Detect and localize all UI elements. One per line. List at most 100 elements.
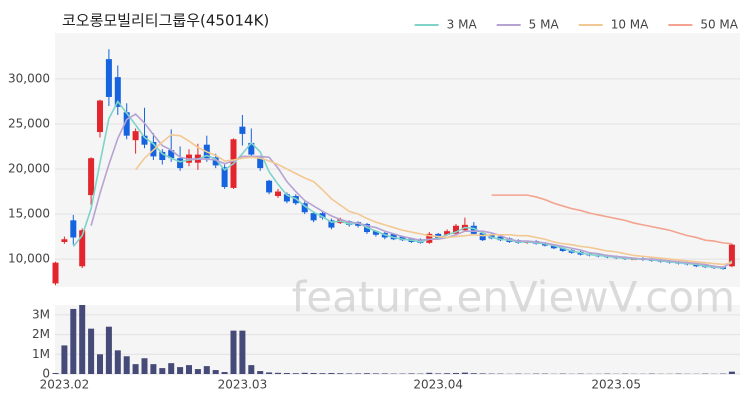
volume-bar <box>266 372 273 374</box>
volume-tick-label: 2M <box>32 327 50 341</box>
volume-bar <box>221 372 228 374</box>
volume-bar <box>364 373 370 374</box>
volume-bar <box>114 350 121 374</box>
candle-body <box>390 233 397 240</box>
volume-bar <box>159 368 166 374</box>
candle-body <box>355 222 362 226</box>
candle-body <box>283 194 290 202</box>
volume-bar <box>186 365 192 374</box>
y-tick-label: 10,000 <box>8 252 50 266</box>
volume-bar <box>88 328 95 374</box>
volume-bar <box>194 369 201 374</box>
candle-body <box>275 191 281 197</box>
volume-bar <box>337 373 344 374</box>
candle-body <box>426 233 433 243</box>
volume-tick-label: 1M <box>32 347 50 361</box>
volume-bar <box>105 326 112 374</box>
volume-bar <box>70 308 77 374</box>
candle-body <box>372 231 379 235</box>
volume-bar <box>461 372 468 374</box>
y-tick-label: 30,000 <box>8 71 50 85</box>
volume-bar <box>435 373 442 374</box>
volume-bar <box>301 372 308 374</box>
candle-body <box>97 100 103 133</box>
price-panel <box>55 33 740 287</box>
candle-body <box>168 150 175 159</box>
legend-label: 10 MA <box>611 18 649 32</box>
volume-bar <box>310 373 317 374</box>
volume-bar <box>355 373 362 374</box>
x-tick-label: 2023.03 <box>218 378 268 392</box>
y-tick-label: 15,000 <box>8 207 50 221</box>
volume-bar <box>203 366 210 374</box>
volume-bar <box>61 345 68 374</box>
candle-body <box>444 231 451 235</box>
candle-body <box>70 220 77 238</box>
candle-body <box>346 221 353 225</box>
legend-label: 3 MA <box>447 18 478 32</box>
candle-body <box>497 236 504 241</box>
volume-bar <box>372 373 379 374</box>
volume-bar <box>257 371 264 374</box>
volume-bar <box>79 305 86 374</box>
volume-tick-label: 0 <box>42 367 50 381</box>
candle-body <box>728 244 735 267</box>
candle-body <box>319 213 326 218</box>
candle-body <box>123 112 130 136</box>
watermark: feature.enViewV.com <box>292 273 735 322</box>
volume-bar <box>328 373 335 374</box>
volume-panel <box>55 305 740 374</box>
ma-line <box>72 99 733 269</box>
y-tick-label: 25,000 <box>8 116 50 130</box>
ma-line <box>491 194 732 245</box>
volume-bar <box>168 363 175 374</box>
candle-body <box>266 180 273 193</box>
volume-bar <box>123 356 130 374</box>
candle-body <box>470 225 477 234</box>
volume-bar <box>132 364 139 374</box>
volume-bar <box>212 370 219 374</box>
candle-body <box>479 232 486 241</box>
candle-body <box>141 135 148 145</box>
volume-bar <box>444 373 451 374</box>
candle-body <box>488 234 495 239</box>
x-tick-label: 2023.05 <box>591 378 641 392</box>
candle-body <box>132 131 139 141</box>
volume-bar <box>728 371 735 374</box>
candle-body <box>88 158 95 196</box>
candle-body <box>221 167 228 188</box>
candle-body <box>79 230 86 267</box>
volume-bar <box>408 373 415 374</box>
legend-label: 50 MA <box>700 18 738 32</box>
ma-line <box>134 133 733 266</box>
y-tick-label: 20,000 <box>8 162 50 176</box>
candle-body <box>105 59 112 97</box>
volume-bar <box>230 330 237 374</box>
candle-body <box>453 225 459 234</box>
candle-body <box>61 239 68 242</box>
candle-body <box>310 213 317 221</box>
volume-bar <box>479 373 486 374</box>
volume-bar <box>346 373 353 374</box>
volume-bar <box>52 373 59 374</box>
volume-bar <box>150 364 157 374</box>
ma-line <box>90 113 733 269</box>
volume-bar <box>283 373 290 374</box>
x-tick-label: 2023.04 <box>413 378 463 392</box>
volume-bar <box>292 373 299 374</box>
candle-body <box>417 239 424 243</box>
volume-bar <box>248 365 255 374</box>
candle-body <box>177 158 184 169</box>
legend-label: 5 MA <box>529 18 560 32</box>
volume-bar <box>141 358 148 374</box>
x-tick-label: 2023.02 <box>40 378 90 392</box>
volume-bar <box>319 373 326 374</box>
candle-body <box>257 156 264 169</box>
candle-body <box>212 157 219 166</box>
candle-body <box>239 126 246 134</box>
candle-body <box>328 220 335 228</box>
volume-tick-label: 3M <box>32 307 50 321</box>
volume-bar <box>97 354 103 374</box>
